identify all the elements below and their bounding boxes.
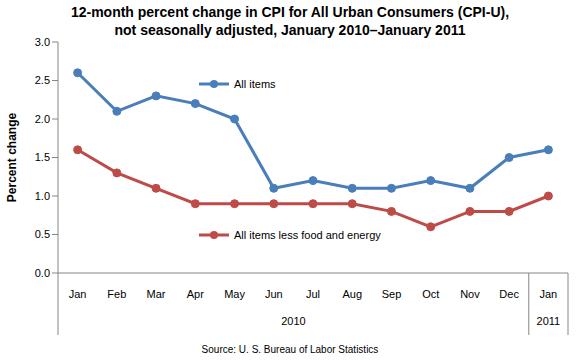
svg-text:Sep: Sep	[382, 288, 402, 300]
html-text:Source: U. S. Bureau of Labor: Source: U. S. Bureau of Labor Statistics	[201, 344, 379, 355]
svg-text:2011: 2011	[537, 315, 561, 327]
svg-text:Percent change: Percent change	[8, 112, 19, 202]
html-text:12-month percent change in CPI: 12-month percent change in CPI for All U…	[70, 4, 510, 20]
svg-text:Jan: Jan	[540, 288, 558, 300]
svg-text:May: May	[224, 288, 245, 300]
svg-text:Nov: Nov	[460, 288, 480, 300]
svg-text:1.5: 1.5	[35, 151, 50, 163]
html-text:All items: All items	[234, 78, 276, 90]
svg-text:3.0: 3.0	[35, 36, 50, 48]
html-text:not seasonally adjusted, Janua: not seasonally adjusted, January 2010–Ja…	[114, 22, 466, 38]
svg-text:Jun: Jun	[265, 288, 283, 300]
html-text:All items less food and energy: All items less food and energy	[234, 229, 381, 241]
svg-text:Mar: Mar	[147, 288, 166, 300]
svg-text:2.5: 2.5	[35, 74, 50, 86]
svg-text:Dec: Dec	[499, 288, 519, 300]
svg-text:Apr: Apr	[187, 288, 204, 300]
svg-text:2010: 2010	[281, 315, 305, 327]
svg-text:Aug: Aug	[342, 288, 362, 300]
svg-text:Oct: Oct	[422, 288, 439, 300]
svg-text:0.5: 0.5	[35, 228, 50, 240]
svg-text:Jul: Jul	[306, 288, 320, 300]
svg-text:2.0: 2.0	[35, 113, 50, 125]
svg-text:1.0: 1.0	[35, 190, 50, 202]
svg-text:0.0: 0.0	[35, 267, 50, 279]
svg-text:Feb: Feb	[107, 288, 126, 300]
svg-text:Jan: Jan	[69, 288, 87, 300]
